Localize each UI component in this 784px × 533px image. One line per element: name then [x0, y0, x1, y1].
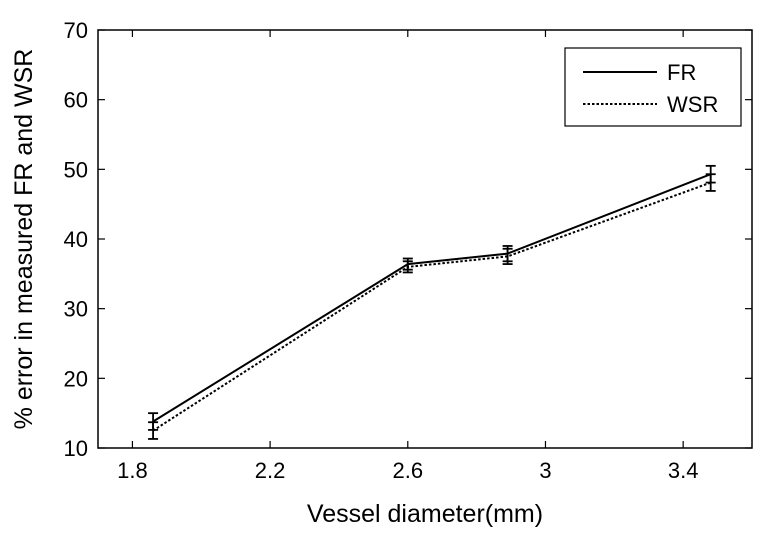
- x-tick-label: 2.2: [255, 458, 286, 483]
- x-tick-label: 2.6: [392, 458, 423, 483]
- legend-box: [564, 47, 742, 127]
- legend: FR WSR: [564, 47, 742, 127]
- y-tick-label: 40: [64, 227, 88, 252]
- x-tick-label: 3: [539, 458, 551, 483]
- y-axis-label: % error in measured FR and WSR: [10, 49, 38, 430]
- series-line-wsr: [152, 181, 712, 432]
- error-bar-wsr: [402, 260, 413, 274]
- series-line-fr: [152, 173, 712, 423]
- legend-label-wsr: WSR: [667, 92, 718, 117]
- error-bar-wsr: [502, 247, 513, 265]
- y-tick-label: 10: [64, 436, 88, 461]
- legend-label-fr: FR: [667, 60, 696, 85]
- y-tick-label: 50: [64, 157, 88, 182]
- y-tick-label: 20: [64, 366, 88, 391]
- y-tick-label: 70: [64, 18, 88, 43]
- error-bar-wsr: [705, 173, 716, 192]
- y-tick-label: 30: [64, 297, 88, 322]
- x-axis-label: Vessel diameter(mm): [307, 500, 543, 528]
- x-tick-label: 3.4: [668, 458, 699, 483]
- x-tick-label: 1.8: [117, 458, 148, 483]
- error-bar-wsr: [148, 421, 159, 440]
- y-tick-label: 60: [64, 88, 88, 113]
